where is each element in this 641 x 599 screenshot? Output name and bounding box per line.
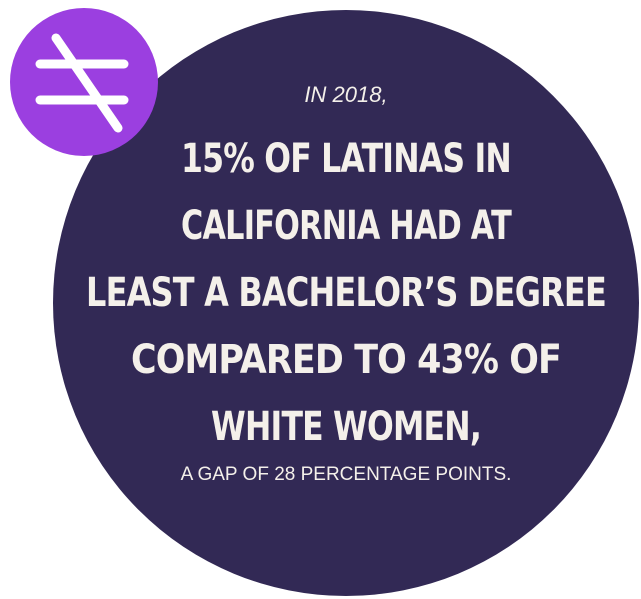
headline-line: WHITE WOMEN, [211, 404, 481, 450]
footer-text: A GAP OF 28 PERCENTAGE POINTS. [181, 464, 512, 485]
intro-text: IN 2018, [304, 82, 387, 107]
headline-line: 15% OF LATINAS IN [181, 136, 511, 182]
headline-line: CALIFORNIA HAD AT [181, 203, 512, 249]
logo-icon [35, 33, 129, 133]
headline-line: LEAST A BACHELOR’S DEGREE [86, 270, 606, 316]
headline-line: COMPARED TO 43% OF [131, 337, 561, 383]
background-circle [53, 10, 639, 596]
